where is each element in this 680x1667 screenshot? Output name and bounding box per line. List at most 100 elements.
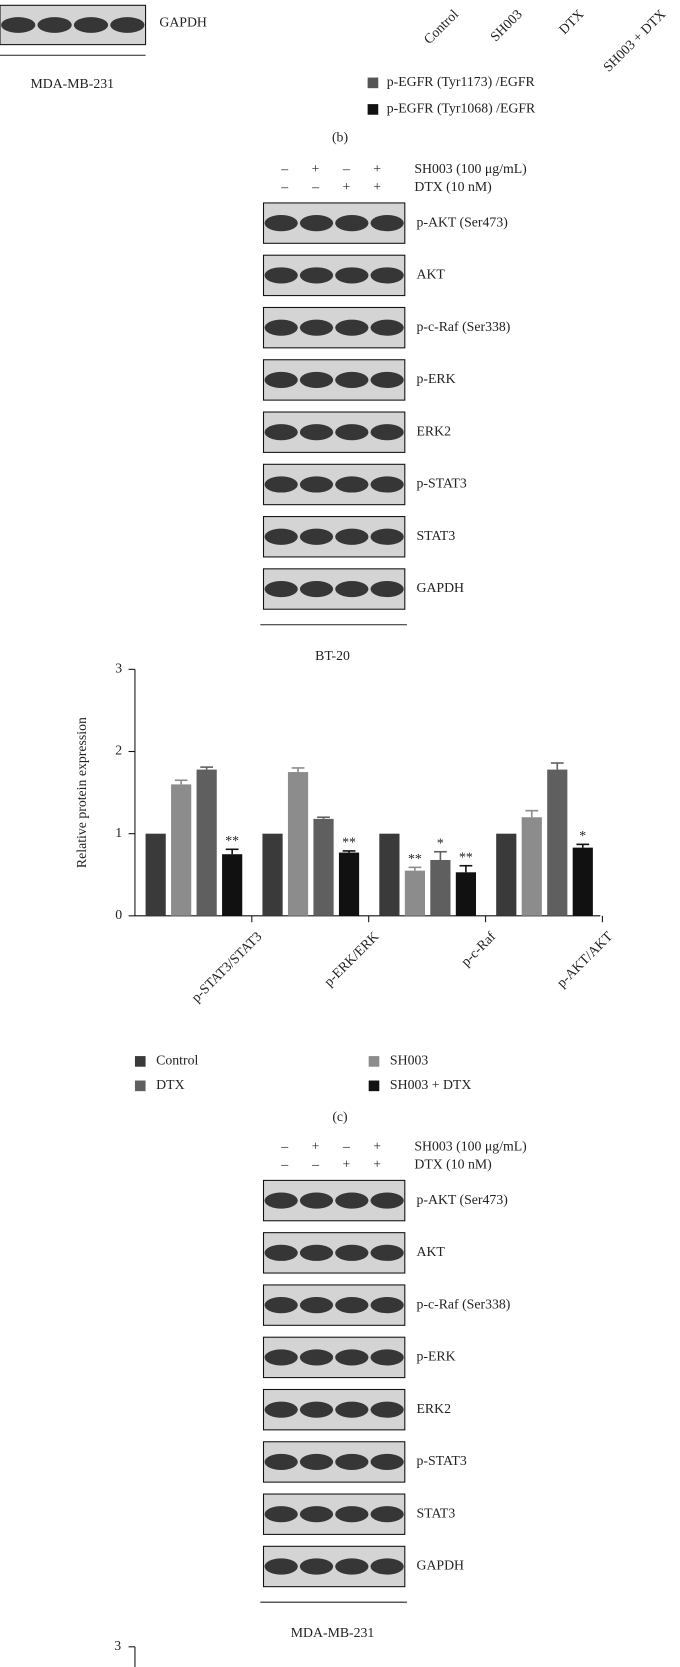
band (264, 528, 298, 545)
x-tick-label: p-ERK/ERK (321, 929, 381, 989)
treatment-sign: – (280, 1139, 288, 1154)
band (335, 215, 369, 232)
treatment-sign: + (373, 161, 381, 176)
bar (430, 859, 451, 916)
panel-label: (b) (332, 129, 348, 145)
legend-label: SH003 + DTX (390, 1077, 471, 1092)
cell-line: MDA-MB-231 (30, 76, 114, 91)
blot-label: GAPDH (416, 1558, 464, 1573)
legend-swatch (367, 77, 379, 89)
band (110, 17, 145, 33)
band (370, 1244, 404, 1261)
y-tick-label: 0 (115, 907, 122, 922)
band (299, 371, 334, 389)
bar (455, 872, 476, 916)
band (299, 528, 334, 545)
legend-swatch (134, 1056, 146, 1067)
treatment-name: SH003 (100 μg/mL) (414, 161, 526, 177)
band (264, 580, 298, 598)
panel-label: (c) (332, 1109, 347, 1125)
band (299, 267, 334, 284)
band (264, 319, 298, 336)
band (370, 424, 404, 441)
treatment-sign: + (342, 179, 350, 194)
band (370, 267, 404, 284)
treatment-sign: – (311, 1157, 319, 1172)
band (335, 1453, 369, 1471)
blot-label: p-ERK (416, 1349, 455, 1364)
blot-label: ERK2 (416, 423, 451, 438)
bar (171, 784, 192, 916)
bar (287, 772, 309, 916)
band (299, 1349, 334, 1366)
band (370, 1349, 404, 1366)
treatment-name: DTX (10 nM) (414, 1157, 491, 1173)
blot-label: AKT (416, 267, 445, 282)
blot-label: p-c-Raf (Ser338) (416, 1296, 510, 1312)
band (299, 1192, 334, 1209)
cell-line: BT-20 (315, 648, 350, 663)
band (370, 1192, 404, 1209)
treatment-sign: – (342, 161, 350, 176)
treatment-name: DTX (10 nM) (414, 179, 491, 195)
band (299, 215, 334, 232)
band (370, 1453, 404, 1471)
band (264, 1558, 298, 1575)
lane-label: Control (421, 6, 462, 47)
band (264, 1453, 298, 1471)
band (264, 215, 298, 232)
bar (379, 833, 400, 916)
band (335, 319, 369, 336)
legend-label: SH003 (390, 1053, 428, 1068)
blot-label: p-AKT (Ser473) (416, 214, 507, 230)
blot-label: p-STAT3 (416, 476, 466, 491)
band (264, 424, 298, 441)
band (370, 371, 404, 389)
legend-label: p-EGFR (Tyr1068) /EGFR (387, 101, 536, 117)
band (299, 1401, 334, 1418)
treatment-sign: – (280, 1157, 288, 1172)
band (73, 17, 109, 33)
significance: ** (408, 851, 422, 866)
bar (404, 870, 425, 916)
legend-label: p-EGFR (Tyr1173) /EGFR (387, 74, 536, 90)
legend-swatch (367, 104, 379, 115)
band (370, 528, 404, 545)
legend-label: DTX (156, 1077, 184, 1092)
band (335, 1401, 369, 1418)
y-tick-label: 1 (115, 825, 122, 840)
band (370, 1401, 404, 1418)
band (264, 1506, 298, 1523)
band (370, 215, 404, 232)
blot-label: ERK2 (416, 1401, 451, 1416)
lane-label: SH003 + DTX (600, 6, 668, 74)
band (370, 580, 404, 598)
treatment-sign: – (342, 1139, 350, 1154)
band (299, 319, 334, 336)
treatment-sign: – (311, 179, 319, 194)
band (370, 1297, 404, 1314)
band (299, 1244, 334, 1261)
cell-line: MDA-MB-231 (291, 1625, 375, 1640)
band (299, 1558, 334, 1575)
blot-label: p-STAT3 (416, 1453, 466, 1468)
band (335, 1558, 369, 1575)
band (335, 528, 369, 545)
band (264, 476, 298, 493)
band (299, 1297, 334, 1314)
lane-label: SH003 (487, 6, 525, 44)
treatment-sign: – (280, 179, 288, 194)
bar (145, 833, 166, 916)
band (335, 267, 369, 284)
significance: ** (225, 833, 239, 848)
band (264, 1192, 298, 1209)
bar (262, 833, 283, 916)
band (370, 476, 404, 493)
y-tick-label: 3 (115, 661, 122, 676)
treatment-sign: + (312, 1139, 320, 1154)
x-tick-label: p-AKT/AKT (554, 928, 616, 990)
bar (496, 833, 517, 916)
band (264, 1244, 298, 1261)
significance: ** (342, 835, 356, 850)
